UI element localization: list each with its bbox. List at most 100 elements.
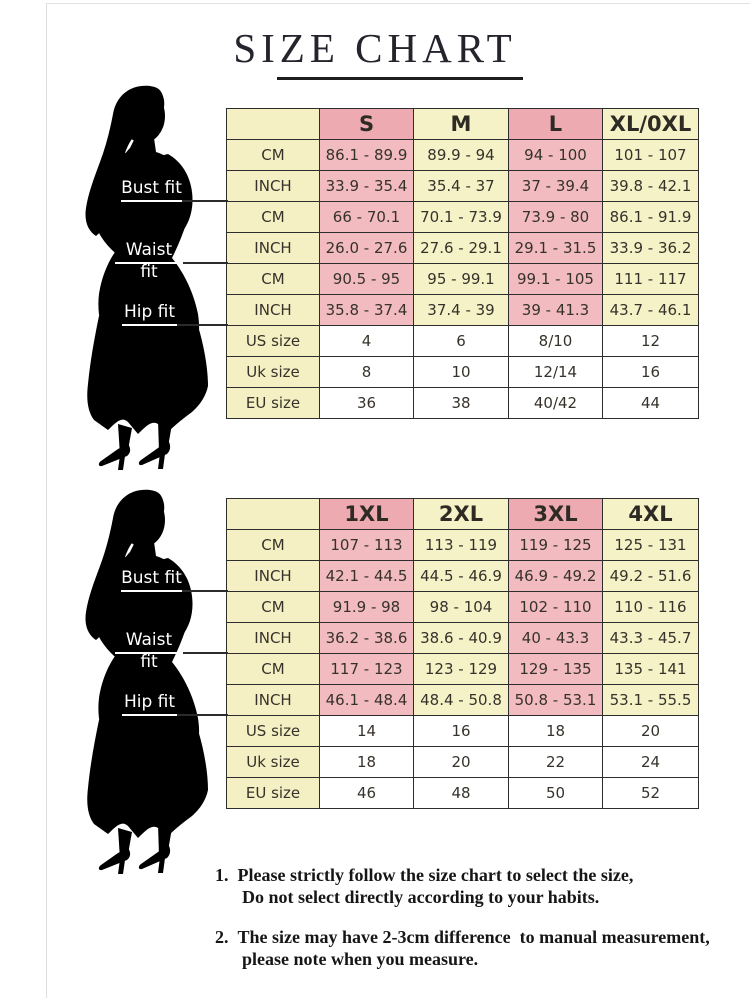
table-header-row: S M L XL/0XL bbox=[226, 108, 699, 140]
measurement-value-cell: 35.8 - 37.4 bbox=[319, 294, 414, 326]
table-header-row: 1XL 2XL 3XL 4XL bbox=[226, 498, 699, 530]
row-label-cell: INCH bbox=[226, 560, 320, 592]
size-column-header: 4XL bbox=[602, 498, 699, 530]
size-value-cell: 52 bbox=[602, 777, 699, 809]
size-value-cell: 44 bbox=[602, 387, 699, 419]
size-value-cell: 40/42 bbox=[508, 387, 603, 419]
measurement-value-cell: 40 - 43.3 bbox=[508, 622, 603, 654]
row-label-cell: CM bbox=[226, 591, 320, 623]
top-edge-hairline bbox=[46, 3, 750, 4]
measurement-value-cell: 48.4 - 50.8 bbox=[413, 684, 509, 716]
row-label-cell: US size bbox=[226, 325, 320, 357]
row-label-cell: INCH bbox=[226, 170, 320, 202]
row-label-cell: CM bbox=[226, 139, 320, 171]
size-value-cell: 16 bbox=[602, 356, 699, 388]
measurement-value-cell: 39 - 41.3 bbox=[508, 294, 603, 326]
measurement-value-cell: 86.1 - 91.9 bbox=[602, 201, 699, 233]
size-value-cell: 48 bbox=[413, 777, 509, 809]
measurement-value-cell: 129 - 135 bbox=[508, 653, 603, 685]
table-row: CM 117 - 123 123 - 129 129 - 135 135 - 1… bbox=[226, 653, 699, 685]
table-row: CM 90.5 - 95 95 - 99.1 99.1 - 105 111 - … bbox=[226, 263, 699, 295]
hip-fit-connector-2 bbox=[150, 714, 228, 716]
measurement-value-cell: 102 - 110 bbox=[508, 591, 603, 623]
measurement-value-cell: 37.4 - 39 bbox=[413, 294, 509, 326]
table-row: US size 4 6 8/10 12 bbox=[226, 325, 699, 357]
measurement-value-cell: 91.9 - 98 bbox=[319, 591, 414, 623]
size-table-2: 1XL 2XL 3XL 4XL CM 107 - 113 113 - 119 1… bbox=[226, 498, 699, 809]
measurement-value-cell: 94 - 100 bbox=[508, 139, 603, 171]
note-text-line1: The size may have 2-3cm difference to ma… bbox=[237, 927, 710, 947]
note-item-2: 2. The size may have 2-3cm difference to … bbox=[215, 926, 750, 970]
size-value-cell: 12 bbox=[602, 325, 699, 357]
measurement-value-cell: 101 - 107 bbox=[602, 139, 699, 171]
size-value-cell: 8/10 bbox=[508, 325, 603, 357]
measurement-value-cell: 44.5 - 46.9 bbox=[413, 560, 509, 592]
size-value-cell: 36 bbox=[319, 387, 414, 419]
size-value-cell: 4 bbox=[319, 325, 414, 357]
row-label-cell: INCH bbox=[226, 684, 320, 716]
row-label-cell: Uk size bbox=[226, 356, 320, 388]
notes-section: 1. Please strictly follow the size chart … bbox=[215, 864, 750, 988]
size-column-header: 2XL bbox=[413, 498, 509, 530]
table-row: INCH 46.1 - 48.4 48.4 - 50.8 50.8 - 53.1… bbox=[226, 684, 699, 716]
measurement-value-cell: 33.9 - 36.2 bbox=[602, 232, 699, 264]
size-value-cell: 50 bbox=[508, 777, 603, 809]
hip-fit-label-1: Hip fit bbox=[122, 301, 177, 326]
measurement-value-cell: 27.6 - 29.1 bbox=[413, 232, 509, 264]
row-label-cell: US size bbox=[226, 715, 320, 747]
page-title: SIZE CHART bbox=[233, 25, 517, 71]
size-value-cell: 16 bbox=[413, 715, 509, 747]
measurement-value-cell: 95 - 99.1 bbox=[413, 263, 509, 295]
measurement-value-cell: 49.2 - 51.6 bbox=[602, 560, 699, 592]
size-value-cell: 18 bbox=[319, 746, 414, 778]
size-column-header: XL/0XL bbox=[602, 108, 699, 140]
woman-silhouette-1 bbox=[85, 85, 208, 470]
row-label-cell: INCH bbox=[226, 232, 320, 264]
size-value-cell: 6 bbox=[413, 325, 509, 357]
measurement-value-cell: 117 - 123 bbox=[319, 653, 414, 685]
table-row: INCH 26.0 - 27.6 27.6 - 29.1 29.1 - 31.5… bbox=[226, 232, 699, 264]
left-edge-hairline bbox=[46, 3, 47, 998]
measurement-value-cell: 123 - 129 bbox=[413, 653, 509, 685]
waist-fit-connector-1 bbox=[150, 262, 228, 264]
measurement-value-cell: 89.9 - 94 bbox=[413, 139, 509, 171]
hip-fit-label-2: Hip fit bbox=[122, 691, 177, 716]
measurement-value-cell: 36.2 - 38.6 bbox=[319, 622, 414, 654]
size-value-cell: 20 bbox=[602, 715, 699, 747]
bust-fit-connector-1 bbox=[150, 200, 228, 202]
measurement-value-cell: 90.5 - 95 bbox=[319, 263, 414, 295]
size-value-cell: 10 bbox=[413, 356, 509, 388]
size-column-header: S bbox=[319, 108, 414, 140]
size-value-cell: 38 bbox=[413, 387, 509, 419]
measurement-value-cell: 73.9 - 80 bbox=[508, 201, 603, 233]
hip-fit-connector-1 bbox=[150, 324, 228, 326]
measurement-value-cell: 98 - 104 bbox=[413, 591, 509, 623]
measurement-value-cell: 37 - 39.4 bbox=[508, 170, 603, 202]
table-row: INCH 33.9 - 35.4 35.4 - 37 37 - 39.4 39.… bbox=[226, 170, 699, 202]
waist-fit-label-1: Waist fit bbox=[115, 239, 183, 282]
measurement-value-cell: 113 - 119 bbox=[413, 529, 509, 561]
size-value-cell: 22 bbox=[508, 746, 603, 778]
corner-cell bbox=[226, 498, 320, 530]
measurement-value-cell: 38.6 - 40.9 bbox=[413, 622, 509, 654]
row-label-cell: EU size bbox=[226, 387, 320, 419]
table-row: CM 107 - 113 113 - 119 119 - 125 125 - 1… bbox=[226, 529, 699, 561]
measurement-value-cell: 86.1 - 89.9 bbox=[319, 139, 414, 171]
note-number: 1. bbox=[215, 865, 229, 885]
table-row: CM 86.1 - 89.9 89.9 - 94 94 - 100 101 - … bbox=[226, 139, 699, 171]
measurement-value-cell: 46.1 - 48.4 bbox=[319, 684, 414, 716]
measurement-value-cell: 107 - 113 bbox=[319, 529, 414, 561]
size-value-cell: 20 bbox=[413, 746, 509, 778]
size-value-cell: 24 bbox=[602, 746, 699, 778]
measurement-value-cell: 135 - 141 bbox=[602, 653, 699, 685]
bust-fit-label-1: Bust fit bbox=[121, 177, 182, 202]
note-text-line2: Do not select directly according to your… bbox=[242, 887, 600, 907]
size-value-cell: 18 bbox=[508, 715, 603, 747]
size-value-cell: 14 bbox=[319, 715, 414, 747]
measurement-value-cell: 43.3 - 45.7 bbox=[602, 622, 699, 654]
row-label-cell: CM bbox=[226, 653, 320, 685]
row-label-cell: EU size bbox=[226, 777, 320, 809]
measurement-value-cell: 53.1 - 55.5 bbox=[602, 684, 699, 716]
size-table-1: S M L XL/0XL CM 86.1 - 89.9 89.9 - 94 94… bbox=[226, 108, 699, 419]
